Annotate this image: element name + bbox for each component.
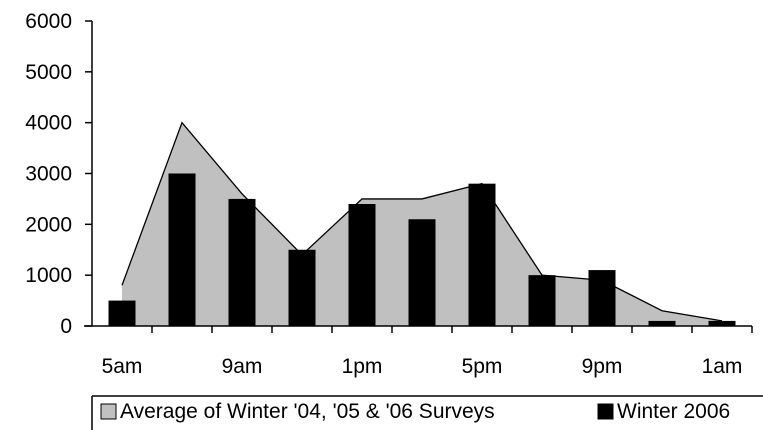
y-tick-label: 1000: [25, 264, 72, 287]
y-tick-label: 2000: [25, 213, 72, 236]
legend: Average of Winter '04, '05 & '06 Surveys…: [91, 395, 763, 430]
y-tick-label: 6000: [25, 10, 72, 33]
y-tick-label: 4000: [25, 112, 72, 135]
bar-winter-2006: [528, 275, 556, 326]
x-tick-label: 9pm: [582, 355, 623, 378]
bar-winter-2006: [468, 183, 496, 326]
bar-winter-2006: [408, 219, 436, 326]
x-tick-label: 1pm: [342, 355, 383, 378]
x-tick-label: 1am: [702, 355, 743, 378]
bar-winter-2006: [108, 300, 136, 326]
bar-winter-2006: [228, 198, 256, 326]
area-series-average-outline: [121, 121, 723, 322]
legend-label-average: Average of Winter '04, '05 & '06 Surveys: [120, 400, 495, 423]
x-tick-label: 5pm: [462, 355, 503, 378]
y-tick-label: 0: [60, 315, 72, 338]
axis-layer: 0 1000 2000 3000 4000 5000 6000 5am 9am 1pm 5pm 9pm…: [25, 10, 753, 378]
bar-winter-2006: [648, 320, 676, 326]
x-tick-label: 5am: [102, 355, 143, 378]
bar-winter-2006: [708, 320, 736, 326]
bar-winter-2006: [288, 249, 316, 326]
bar-winter-2006: [348, 204, 376, 326]
bar-layer: [108, 173, 736, 326]
bar-winter-2006: [588, 270, 616, 326]
legend-label-winter-2006: Winter 2006: [617, 400, 730, 423]
legend-swatch-winter-2006: [597, 403, 614, 420]
x-tick-label: 9am: [222, 355, 263, 378]
legend-swatch-average: [100, 403, 117, 420]
y-tick-label: 5000: [25, 61, 72, 84]
y-tick-label: 3000: [25, 163, 72, 186]
bar-winter-2006: [168, 173, 196, 326]
